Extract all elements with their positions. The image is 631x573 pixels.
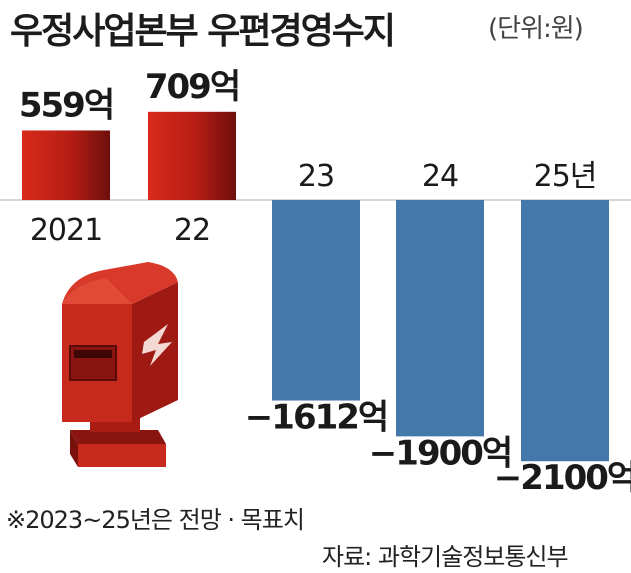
footnote: ※2023~25년은 전망 · 목표치 (6, 506, 305, 534)
bar-4 (521, 200, 609, 462)
unit-label: (단위:원) (488, 14, 584, 44)
category-label-0: 2021 (30, 213, 102, 248)
value-label-3: −1900억 (369, 433, 511, 473)
category-label-2: 23 (298, 159, 334, 194)
value-label-2: −1612억 (245, 398, 387, 438)
category-label-3: 24 (422, 159, 458, 194)
mailbox-illustration (62, 262, 178, 467)
bar-2 (272, 200, 360, 401)
bar-3 (396, 200, 484, 437)
source-note: 자료: 과학기술정보통신부 (322, 543, 569, 571)
value-label-0: 559억 (19, 85, 113, 125)
category-label-1: 22 (174, 213, 210, 248)
value-label-1: 709억 (145, 67, 239, 107)
category-label-4: 25년 (534, 159, 597, 194)
chart-title: 우정사업본부 우편경영수지 (10, 11, 396, 52)
bar-0 (22, 130, 110, 200)
value-label-4: −2100억 (494, 458, 631, 498)
bar-1 (148, 111, 236, 200)
